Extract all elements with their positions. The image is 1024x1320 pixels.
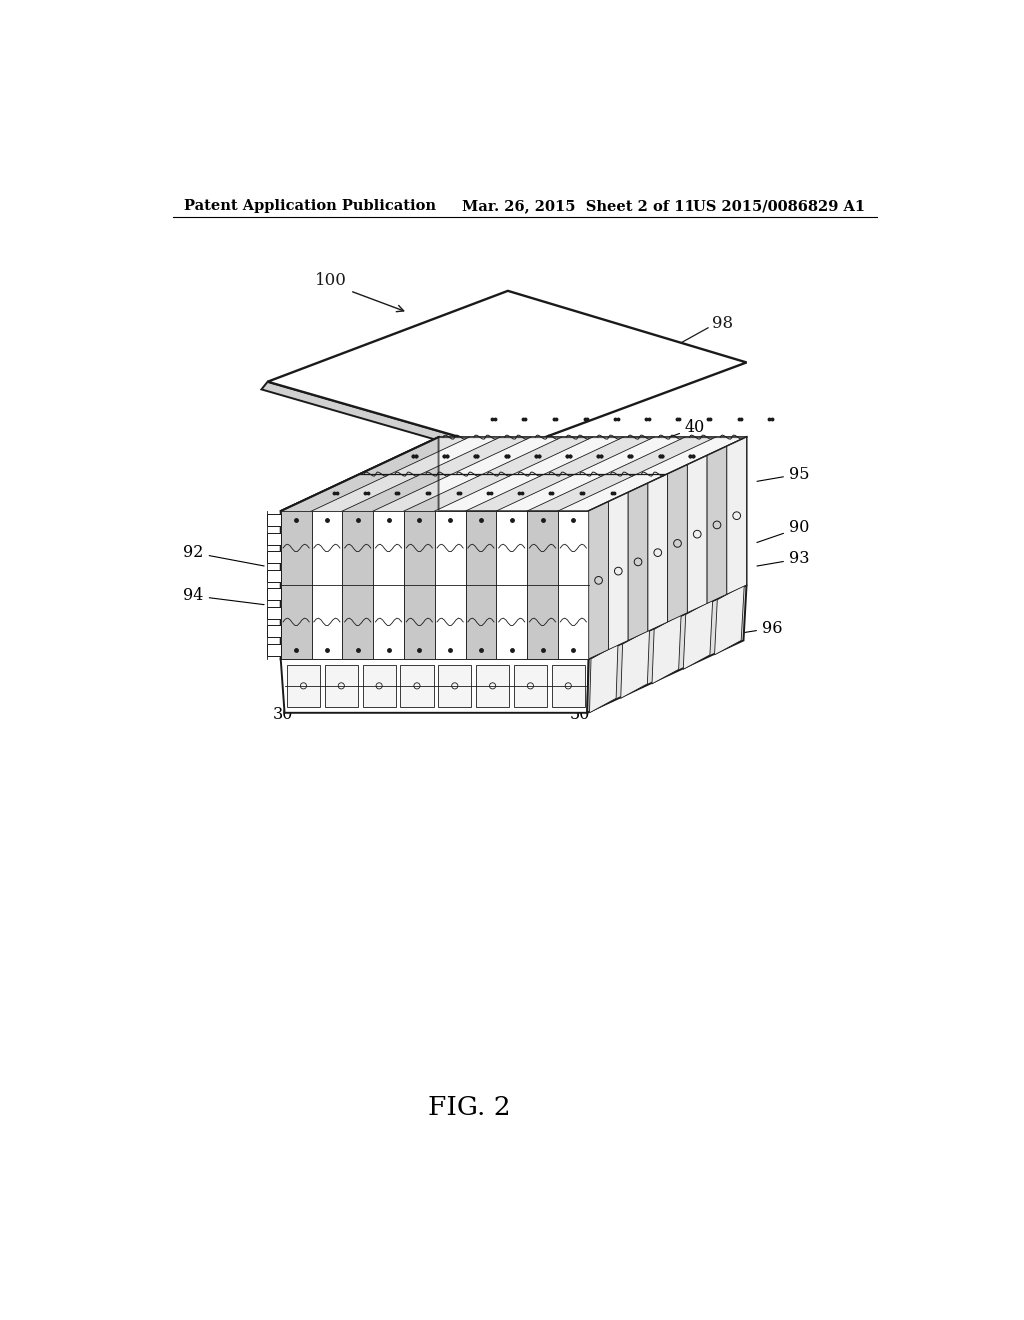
Polygon shape [708, 446, 727, 603]
Polygon shape [261, 381, 508, 459]
Polygon shape [311, 474, 421, 511]
Polygon shape [403, 474, 514, 511]
Text: 98: 98 [712, 315, 733, 333]
Polygon shape [267, 515, 281, 527]
Polygon shape [652, 615, 681, 684]
Polygon shape [287, 665, 321, 706]
Polygon shape [715, 585, 744, 655]
Polygon shape [281, 437, 438, 659]
Text: 96: 96 [726, 619, 782, 636]
Polygon shape [514, 437, 624, 474]
Polygon shape [476, 665, 509, 706]
Polygon shape [527, 511, 558, 659]
Polygon shape [281, 659, 589, 713]
Polygon shape [606, 437, 716, 474]
Polygon shape [590, 644, 617, 713]
Text: Mar. 26, 2015  Sheet 2 of 11: Mar. 26, 2015 Sheet 2 of 11 [462, 199, 694, 213]
Polygon shape [342, 474, 452, 511]
Polygon shape [621, 630, 649, 698]
Polygon shape [575, 437, 685, 474]
Text: 93: 93 [757, 550, 809, 568]
Text: 30: 30 [273, 685, 312, 723]
Polygon shape [483, 437, 593, 474]
Polygon shape [727, 437, 746, 594]
Polygon shape [497, 511, 527, 659]
Polygon shape [267, 552, 281, 564]
Text: 90: 90 [757, 520, 809, 543]
Text: 95: 95 [757, 466, 809, 483]
Polygon shape [359, 437, 469, 474]
Polygon shape [267, 533, 281, 545]
Text: 100: 100 [315, 272, 347, 289]
Polygon shape [311, 511, 342, 659]
Polygon shape [683, 599, 713, 669]
Text: 94: 94 [183, 587, 264, 605]
Polygon shape [668, 465, 687, 622]
Polygon shape [267, 570, 281, 582]
Polygon shape [687, 455, 708, 612]
Polygon shape [466, 474, 575, 511]
Polygon shape [403, 511, 435, 659]
Polygon shape [281, 474, 390, 511]
Polygon shape [281, 437, 746, 511]
Polygon shape [267, 644, 281, 656]
Text: 50: 50 [527, 697, 590, 723]
Polygon shape [438, 665, 471, 706]
Text: US 2015/0086829 A1: US 2015/0086829 A1 [692, 199, 865, 213]
Polygon shape [637, 437, 746, 474]
Polygon shape [527, 474, 637, 511]
Polygon shape [267, 607, 281, 619]
Polygon shape [587, 585, 746, 713]
Polygon shape [400, 665, 433, 706]
Polygon shape [628, 483, 648, 640]
Text: 40: 40 [634, 420, 706, 450]
Polygon shape [452, 437, 562, 474]
Polygon shape [558, 511, 589, 659]
Polygon shape [608, 492, 628, 649]
Polygon shape [373, 474, 483, 511]
Polygon shape [552, 665, 585, 706]
Polygon shape [267, 626, 281, 638]
Polygon shape [514, 665, 547, 706]
Polygon shape [435, 474, 545, 511]
Polygon shape [281, 511, 589, 659]
Polygon shape [373, 511, 403, 659]
Polygon shape [589, 502, 608, 659]
Polygon shape [466, 511, 497, 659]
Polygon shape [558, 474, 668, 511]
Polygon shape [648, 474, 668, 631]
Polygon shape [497, 474, 606, 511]
Polygon shape [545, 437, 654, 474]
Polygon shape [267, 589, 281, 601]
Polygon shape [267, 290, 746, 451]
Text: 92: 92 [183, 544, 264, 566]
Polygon shape [435, 511, 466, 659]
Polygon shape [589, 437, 746, 659]
Polygon shape [362, 665, 395, 706]
Polygon shape [281, 511, 311, 659]
Polygon shape [325, 665, 358, 706]
Polygon shape [390, 437, 500, 474]
Text: FIG. 2: FIG. 2 [428, 1094, 511, 1119]
Polygon shape [342, 511, 373, 659]
Polygon shape [421, 437, 531, 474]
Text: Patent Application Publication: Patent Application Publication [184, 199, 436, 213]
